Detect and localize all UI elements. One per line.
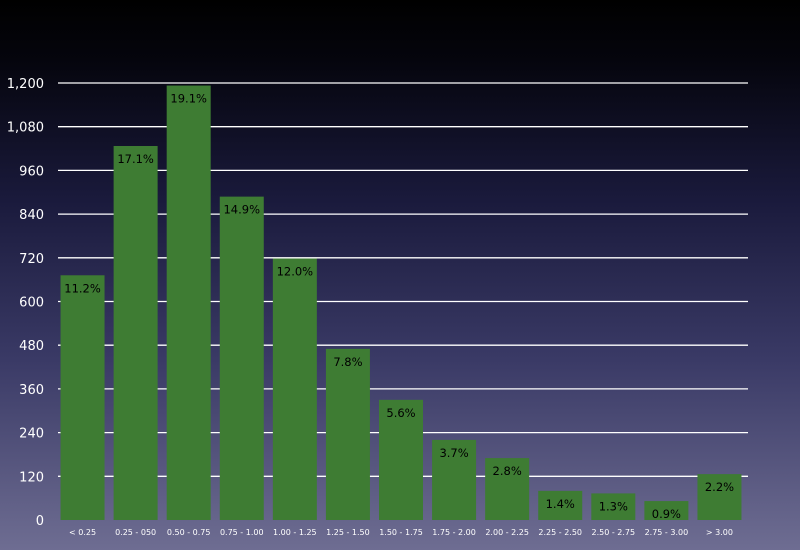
x-tick-label: 0.75 - 1.00 bbox=[220, 528, 264, 537]
bar bbox=[485, 458, 530, 520]
x-tick-label: 2.25 - 2.50 bbox=[538, 528, 582, 537]
data-label: 7.8% bbox=[333, 355, 362, 369]
x-tick-label: 1.50 - 1.75 bbox=[379, 528, 423, 537]
data-label: 2.8% bbox=[493, 464, 522, 478]
bar bbox=[538, 490, 583, 520]
y-tick-label: 600 bbox=[19, 296, 44, 311]
bar bbox=[113, 146, 158, 520]
y-tick-label: 240 bbox=[19, 427, 44, 442]
x-tick-label: 1.00 - 1.25 bbox=[273, 528, 317, 537]
data-label: 1.4% bbox=[546, 497, 575, 511]
bar bbox=[379, 399, 423, 520]
x-axis: < 0.25 0.25 - 050 0.50 - 0.75 0.75 - 1.00 1.… bbox=[69, 528, 733, 537]
x-tick-label: 0.25 - 050 bbox=[115, 528, 156, 537]
data-label: 19.1% bbox=[170, 92, 207, 106]
y-tick-label: 1,200 bbox=[7, 77, 44, 92]
y-tick-label: 840 bbox=[19, 208, 44, 223]
y-tick-label: 120 bbox=[19, 470, 44, 485]
data-label: 0.9% bbox=[652, 507, 681, 521]
x-tick-label: 2.00 - 2.25 bbox=[485, 528, 529, 537]
y-tick-label: 720 bbox=[19, 252, 44, 267]
bar bbox=[219, 196, 264, 520]
x-tick-label: 2.50 - 2.75 bbox=[592, 528, 636, 537]
data-label: 14.9% bbox=[223, 203, 260, 217]
y-tick-label: 360 bbox=[19, 383, 44, 398]
y-axis: 0 120 240 360 480 600 720 840 960 1,080 1,200 bbox=[7, 77, 44, 529]
bar bbox=[325, 348, 370, 520]
bars bbox=[60, 85, 742, 520]
x-tick-label: 1.25 - 1.50 bbox=[326, 528, 370, 537]
x-tick-label: 1.75 - 2.00 bbox=[432, 528, 476, 537]
bar bbox=[432, 439, 477, 520]
data-label: 17.1% bbox=[117, 152, 154, 166]
bar bbox=[697, 474, 742, 520]
data-label: 1.3% bbox=[599, 499, 628, 513]
data-label: 11.2% bbox=[64, 281, 101, 295]
y-tick-label: 1,080 bbox=[7, 121, 44, 136]
bar bbox=[166, 85, 211, 520]
x-tick-label: 0.50 - 0.75 bbox=[167, 528, 211, 537]
bar bbox=[60, 275, 105, 520]
x-tick-label: > 3.00 bbox=[706, 528, 733, 537]
data-labels: 11.2% 17.1% 19.1% 14.9% 12.0% 7.8% 5.6% 3.7% 2.8… bbox=[64, 92, 734, 522]
y-tick-label: 480 bbox=[19, 339, 44, 354]
data-label: 12.0% bbox=[277, 265, 314, 279]
data-label: 2.2% bbox=[705, 480, 734, 494]
data-label: 5.6% bbox=[386, 406, 415, 420]
bar bbox=[591, 493, 636, 520]
x-tick-label: 2.75 - 3.00 bbox=[645, 528, 689, 537]
bar bbox=[272, 258, 317, 520]
y-tick-label: 0 bbox=[36, 514, 44, 529]
y-tick-label: 960 bbox=[19, 164, 44, 179]
bar bbox=[644, 501, 689, 520]
data-label: 3.7% bbox=[439, 446, 468, 460]
x-tick-label: < 0.25 bbox=[69, 528, 96, 537]
